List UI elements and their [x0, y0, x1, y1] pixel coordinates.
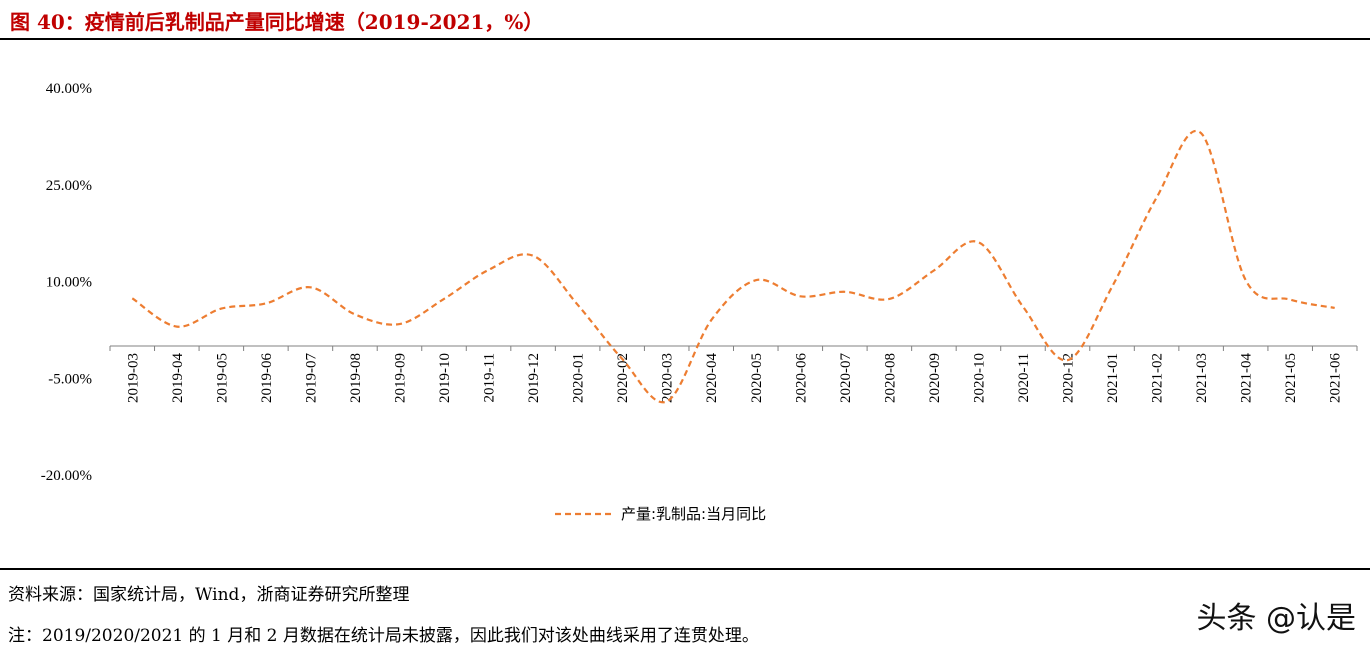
x-tick-label: 2020-03: [660, 353, 676, 403]
x-axis-ticks: 2019-03 2019-04 2019-05 2019-06 2019-07 2019-…: [109, 346, 1358, 403]
y-tick-label: -20.00%: [41, 468, 92, 484]
x-tick-label: 2019-12: [526, 353, 542, 403]
bottom-rule: [0, 568, 1370, 570]
x-tick-label: 2020-12: [1061, 353, 1077, 403]
x-tick-label: 2021-01: [1105, 353, 1121, 403]
x-tick-label: 2019-08: [348, 353, 364, 403]
legend: 产量:乳制品:当月同比: [555, 505, 766, 523]
x-tick-label: 2019-05: [214, 353, 230, 403]
x-tick-label: 2020-05: [749, 353, 765, 403]
y-tick-label: 25.00%: [46, 178, 92, 194]
source-note: 资料来源：国家统计局，Wind，浙商证券研究所整理: [8, 585, 410, 605]
x-tick-label: 2019-06: [259, 353, 275, 403]
x-tick-label: 2019-09: [392, 353, 408, 403]
x-tick-label: 2020-07: [838, 353, 854, 403]
x-tick-label: 2020-09: [927, 353, 943, 403]
x-tick-label: 2021-06: [1328, 353, 1344, 403]
x-tick-label: 2020-10: [971, 353, 987, 403]
x-tick-label: 2019-11: [482, 353, 498, 402]
x-tick-label: 2020-04: [704, 353, 720, 403]
y-tick-label: 10.00%: [46, 275, 92, 291]
x-tick-label: 2021-04: [1239, 353, 1255, 403]
legend-label: 产量:乳制品:当月同比: [621, 505, 766, 523]
x-tick-label: 2020-11: [1016, 353, 1032, 402]
y-axis-ticks: 40.00% 25.00% 10.00% -5.00% -20.00%: [41, 81, 92, 484]
y-tick-label: -5.00%: [48, 371, 92, 387]
top-rule: [0, 38, 1370, 40]
x-tick-label: 2019-04: [170, 353, 186, 403]
line-chart: 40.00%25.00%10.00%-5.00%-20.00% 2019-03 2…: [41, 81, 1358, 523]
x-tick-label: 2019-03: [125, 353, 141, 403]
x-tick-label: 2021-02: [1150, 353, 1166, 403]
x-tick-label: 2020-08: [882, 353, 898, 403]
y-tick-label: 40.00%: [46, 81, 92, 97]
series-line: [131, 129, 1335, 404]
x-tick-label: 2020-01: [571, 353, 587, 403]
x-tick-label: 2019-07: [303, 353, 319, 403]
footnote: 注：2019/2020/2021 的 1 月和 2 月数据在统计局未披露，因此我…: [8, 626, 759, 646]
watermark: 头条 @认是: [1196, 601, 1356, 636]
x-tick-label: 2019-10: [437, 353, 453, 403]
figure-title: 图 40：疫情前后乳制品产量同比增速（2019-2021，%）: [10, 10, 544, 34]
x-tick-label: 2021-03: [1194, 353, 1210, 403]
x-tick-label: 2021-05: [1283, 353, 1299, 403]
x-tick-label: 2020-06: [793, 353, 809, 403]
